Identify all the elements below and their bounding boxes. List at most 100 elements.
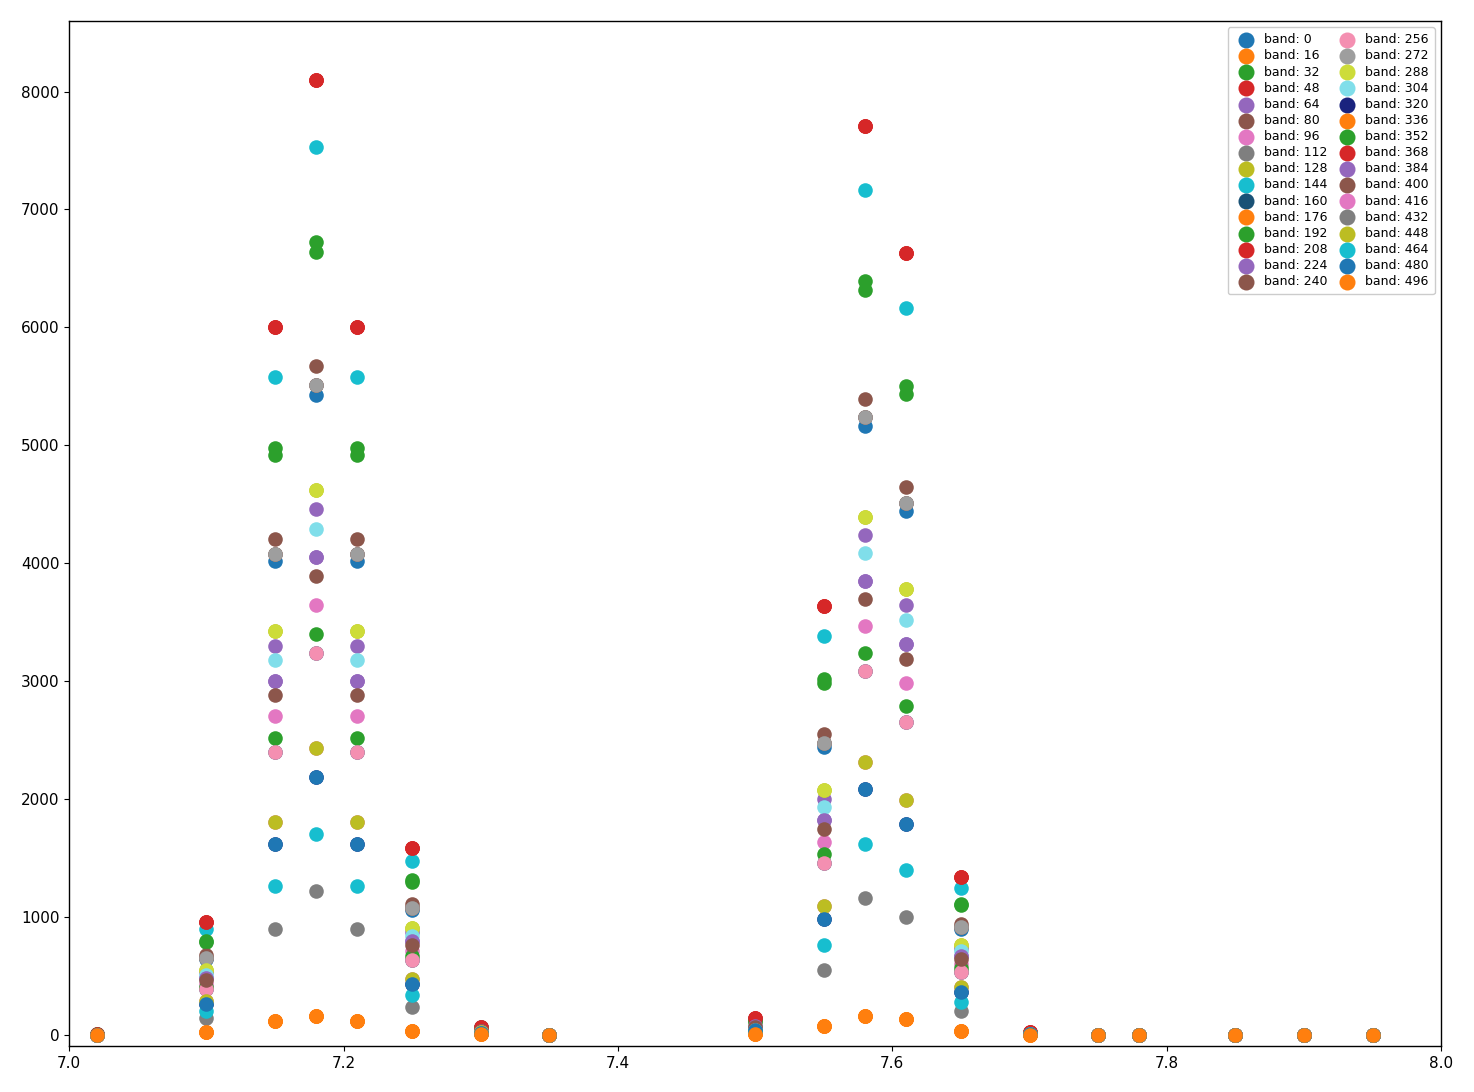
band: 368: (7.55, 3.64e+03): 368: (7.55, 3.64e+03) [812,597,836,615]
band: 48: (7.95, 5.84e-25): 48: (7.95, 5.84e-25) [1361,1025,1384,1043]
band: 64: (7.78, 6.45e-05): 64: (7.78, 6.45e-05) [1128,1025,1151,1043]
band: 384: (7.95, 2.92e-25): 384: (7.95, 2.92e-25) [1361,1025,1384,1043]
band: 144: (7.02, 1.48): 144: (7.02, 1.48) [85,1025,109,1043]
band: 80: (7.7, 13.4): 80: (7.7, 13.4) [1017,1024,1041,1042]
band: 480: (7.3, 18): 480: (7.3, 18) [469,1024,492,1042]
band: 128: (7.15, 3.42e+03): 128: (7.15, 3.42e+03) [264,622,287,640]
band: 496: (7.95, 1.17e-26): 496: (7.95, 1.17e-26) [1361,1025,1384,1043]
band: 176: (7.25, 31.6): 176: (7.25, 31.6) [401,1022,425,1040]
band: 240: (7.61, 4.51e+03): 240: (7.61, 4.51e+03) [895,495,918,512]
band: 160: (7.78, 4.69e-05): 160: (7.78, 4.69e-05) [1128,1025,1151,1043]
band: 224: (7.75, 0.0112): 224: (7.75, 0.0112) [1086,1025,1110,1043]
band: 432: (7.25, 237): 432: (7.25, 237) [401,998,425,1016]
band: 320: (7.21, 1.62e+03): 320: (7.21, 1.62e+03) [345,835,368,853]
band: 240: (7.15, 4.08e+03): 240: (7.15, 4.08e+03) [264,545,287,562]
band: 416: (7.5, 42.3): 416: (7.5, 42.3) [743,1021,766,1038]
band: 192: (7.1, 403): 192: (7.1, 403) [195,978,218,996]
band: 64: (7.95, 3.21e-25): 64: (7.95, 3.21e-25) [1361,1025,1384,1043]
band: 320: (7.95, 1.58e-25): 320: (7.95, 1.58e-25) [1361,1025,1384,1043]
band: 448: (7.75, 0.00671): 448: (7.75, 0.00671) [1086,1025,1110,1043]
band: 192: (7.35, 0.223): 192: (7.35, 0.223) [538,1025,562,1043]
band: 320: (7.3, 18): 320: (7.3, 18) [469,1024,492,1042]
band: 288: (7.25, 902): 288: (7.25, 902) [401,919,425,937]
band: 480: (7.5, 38.1): 480: (7.5, 38.1) [743,1021,766,1038]
band: 304: (7.5, 74.8): 304: (7.5, 74.8) [743,1017,766,1034]
band: 320: (7.55, 983): 320: (7.55, 983) [812,910,836,927]
band: 160: (7.7, 7.64): 160: (7.7, 7.64) [1017,1025,1041,1043]
band: 64: (7.21, 3.3e+03): 64: (7.21, 3.3e+03) [345,637,368,654]
band: 16: (7.78, 2.35e-06): 16: (7.78, 2.35e-06) [1128,1025,1151,1043]
band: 96: (7.21, 2.7e+03): 96: (7.21, 2.7e+03) [345,708,368,725]
band: 272: (7.9, 7.47e-18): 272: (7.9, 7.47e-18) [1293,1025,1316,1043]
band: 192: (7.21, 2.52e+03): 192: (7.21, 2.52e+03) [345,728,368,746]
band: 96: (7.25, 712): 96: (7.25, 712) [401,942,425,960]
band: 352: (7.35, 0.44): 352: (7.35, 0.44) [538,1025,562,1043]
band: 352: (7.02, 1.32): 352: (7.02, 1.32) [85,1025,109,1043]
band: 496: (7.25, 31.6): 496: (7.25, 31.6) [401,1022,425,1040]
band: 352: (7.85, 1.41e-11): 352: (7.85, 1.41e-11) [1223,1025,1247,1043]
band: 416: (7.21, 1.8e+03): 416: (7.21, 1.8e+03) [345,814,368,831]
band: 96: (7.15, 2.7e+03): 96: (7.15, 2.7e+03) [264,708,287,725]
band: 480: (7.61, 1.79e+03): 480: (7.61, 1.79e+03) [895,815,918,832]
band: 240: (7.55, 2.47e+03): 240: (7.55, 2.47e+03) [812,734,836,751]
band: 224: (7.61, 3.32e+03): 224: (7.61, 3.32e+03) [895,636,918,653]
band: 208: (7.15, 6e+03): 208: (7.15, 6e+03) [264,319,287,336]
band: 144: (7.95, 5.43e-25): 144: (7.95, 5.43e-25) [1361,1025,1384,1043]
band: 480: (7.7, 5.16): 480: (7.7, 5.16) [1017,1025,1041,1043]
band: 32: (7.18, 6.64e+03): 32: (7.18, 6.64e+03) [304,242,327,260]
band: 32: (7.1, 787): 32: (7.1, 787) [195,934,218,951]
band: 128: (7.02, 0.909): 128: (7.02, 0.909) [85,1025,109,1043]
band: 384: (7.02, 0.797): 384: (7.02, 0.797) [85,1025,109,1043]
band: 96: (7.1, 432): 96: (7.1, 432) [195,975,218,993]
band: 112: (7.15, 4.08e+03): 112: (7.15, 4.08e+03) [264,545,287,562]
band: 32: (7.5, 116): 32: (7.5, 116) [743,1012,766,1030]
band: 256: (7.3, 26.7): 256: (7.3, 26.7) [469,1023,492,1041]
band: 80: (7.78, 8.21e-05): 80: (7.78, 8.21e-05) [1128,1025,1151,1043]
band: 272: (7.35, 0.361): 272: (7.35, 0.361) [538,1025,562,1043]
band: 16: (7.21, 120): 16: (7.21, 120) [345,1012,368,1030]
band: 496: (7.18, 162): 496: (7.18, 162) [304,1007,327,1024]
band: 0: (7.9, 7.36e-18): 0: (7.9, 7.36e-18) [1293,1025,1316,1043]
band: 256: (7.75, 0.00894): 256: (7.75, 0.00894) [1086,1025,1110,1043]
band: 448: (7.78, 3.52e-05): 448: (7.78, 3.52e-05) [1128,1025,1151,1043]
band: 496: (7.55, 72.8): 496: (7.55, 72.8) [812,1018,836,1035]
band: 112: (7.5, 96): 112: (7.5, 96) [743,1014,766,1032]
band: 256: (7.15, 2.4e+03): 256: (7.15, 2.4e+03) [264,743,287,760]
band: 256: (7.58, 3.08e+03): 256: (7.58, 3.08e+03) [853,663,877,680]
band: 496: (7.15, 120): 496: (7.15, 120) [264,1012,287,1030]
band: 64: (7.5, 77.6): 64: (7.5, 77.6) [743,1017,766,1034]
band: 304: (7.25, 838): 304: (7.25, 838) [401,927,425,945]
band: 0: (7.78, 7.86e-05): 0: (7.78, 7.86e-05) [1128,1025,1151,1043]
band: 96: (7.02, 0.717): 96: (7.02, 0.717) [85,1025,109,1043]
band: 336: (7.35, 0.0106): 336: (7.35, 0.0106) [538,1025,562,1043]
band: 432: (7.3, 10): 432: (7.3, 10) [469,1024,492,1042]
band: 32: (7.25, 1.3e+03): 32: (7.25, 1.3e+03) [401,873,425,890]
band: 384: (7.21, 3e+03): 384: (7.21, 3e+03) [345,673,368,690]
band: 400: (7.1, 461): 400: (7.1, 461) [195,972,218,989]
band: 432: (7.21, 900): 432: (7.21, 900) [345,919,368,937]
band: 288: (7.61, 3.78e+03): 288: (7.61, 3.78e+03) [895,580,918,597]
band: 112: (7.25, 1.08e+03): 112: (7.25, 1.08e+03) [401,899,425,916]
band: 48: (7.21, 6e+03): 48: (7.21, 6e+03) [345,319,368,336]
band: 464: (7.25, 332): 464: (7.25, 332) [401,987,425,1005]
band: 16: (7.85, 3.39e-13): 16: (7.85, 3.39e-13) [1223,1025,1247,1043]
band: 464: (7.35, 0.111): 464: (7.35, 0.111) [538,1025,562,1043]
band: 0: (7.21, 4.02e+03): 0: (7.21, 4.02e+03) [345,551,368,569]
band: 80: (7.9, 7.69e-18): 80: (7.9, 7.69e-18) [1293,1025,1316,1043]
band: 32: (7.35, 0.435): 32: (7.35, 0.435) [538,1025,562,1043]
band: 176: (7.7, 0.382): 176: (7.7, 0.382) [1017,1025,1041,1043]
band: 304: (7.78, 6.22e-05): 304: (7.78, 6.22e-05) [1128,1025,1151,1043]
band: 48: (7.75, 0.0224): 48: (7.75, 0.0224) [1086,1025,1110,1043]
band: 32: (7.02, 1.31): 32: (7.02, 1.31) [85,1025,109,1043]
band: 272: (7.55, 2.47e+03): 272: (7.55, 2.47e+03) [812,734,836,751]
band: 144: (7.78, 0.000109): 144: (7.78, 0.000109) [1128,1025,1151,1043]
band: 112: (7.58, 5.24e+03): 112: (7.58, 5.24e+03) [853,408,877,426]
band: 464: (7.02, 0.335): 464: (7.02, 0.335) [85,1025,109,1043]
band: 496: (7.58, 154): 496: (7.58, 154) [853,1008,877,1025]
band: 16: (7.18, 162): 16: (7.18, 162) [304,1007,327,1024]
band: 112: (7.18, 5.51e+03): 112: (7.18, 5.51e+03) [304,377,327,394]
band: 32: (7.7, 15.7): 32: (7.7, 15.7) [1017,1024,1041,1042]
band: 416: (7.02, 0.478): 416: (7.02, 0.478) [85,1025,109,1043]
band: 400: (7.55, 1.75e+03): 400: (7.55, 1.75e+03) [812,820,836,838]
band: 112: (7.55, 2.47e+03): 112: (7.55, 2.47e+03) [812,734,836,751]
